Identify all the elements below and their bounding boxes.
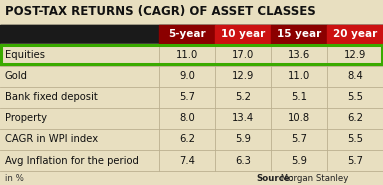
Bar (0, 44, 383, 65)
Bar (0, 150, 383, 171)
Text: 11.0: 11.0 (176, 50, 198, 60)
Text: Equities: Equities (5, 50, 44, 60)
Text: 8.4: 8.4 (347, 71, 363, 81)
Text: 5.5: 5.5 (347, 134, 363, 144)
Text: Bank fixed deposit: Bank fixed deposit (5, 92, 97, 102)
Text: 5.9: 5.9 (235, 134, 251, 144)
Text: Morgan Stanley: Morgan Stanley (278, 174, 348, 183)
Text: 11.0: 11.0 (288, 71, 310, 81)
Bar (0, 25, 383, 26)
Text: 5.7: 5.7 (291, 134, 307, 144)
Text: Source:: Source: (257, 174, 294, 183)
Text: 5.5: 5.5 (347, 92, 363, 102)
Text: 17.0: 17.0 (232, 50, 254, 60)
Text: 10.8: 10.8 (288, 113, 310, 123)
Text: 6.3: 6.3 (235, 156, 251, 166)
Bar (0, 108, 383, 129)
Text: 8.0: 8.0 (179, 113, 195, 123)
Text: 9.0: 9.0 (179, 71, 195, 81)
Bar (0, 0, 383, 25)
Text: Property: Property (5, 113, 47, 123)
Bar (159, 25, 215, 44)
Text: 5.7: 5.7 (179, 92, 195, 102)
Text: Avg Inflation for the period: Avg Inflation for the period (5, 156, 139, 166)
Text: 12.9: 12.9 (344, 50, 366, 60)
Bar (0, 87, 383, 108)
Text: CAGR in WPI index: CAGR in WPI index (5, 134, 98, 144)
Text: Gold: Gold (5, 71, 28, 81)
Bar (215, 25, 271, 44)
Text: 6.2: 6.2 (179, 134, 195, 144)
Text: 12.9: 12.9 (232, 71, 254, 81)
Text: 10 year: 10 year (221, 29, 265, 39)
Text: 13.6: 13.6 (288, 50, 310, 60)
Text: 5.7: 5.7 (347, 156, 363, 166)
Bar (0, 65, 383, 87)
Text: POST-TAX RETURNS (CAGR) OF ASSET CLASSES: POST-TAX RETURNS (CAGR) OF ASSET CLASSES (5, 6, 315, 18)
Text: in %: in % (5, 174, 23, 183)
Text: 5.2: 5.2 (235, 92, 251, 102)
Bar (0, 25, 383, 44)
Text: 5.1: 5.1 (291, 92, 307, 102)
Text: 15 year: 15 year (277, 29, 321, 39)
Text: 20 year: 20 year (333, 29, 377, 39)
Text: 5-year: 5-year (168, 29, 206, 39)
Text: 6.2: 6.2 (347, 113, 363, 123)
Bar (1, 45, 382, 64)
Bar (271, 25, 327, 44)
Bar (327, 25, 383, 44)
Text: 5.9: 5.9 (291, 156, 307, 166)
Text: 13.4: 13.4 (232, 113, 254, 123)
Text: 7.4: 7.4 (179, 156, 195, 166)
Bar (0, 129, 383, 150)
